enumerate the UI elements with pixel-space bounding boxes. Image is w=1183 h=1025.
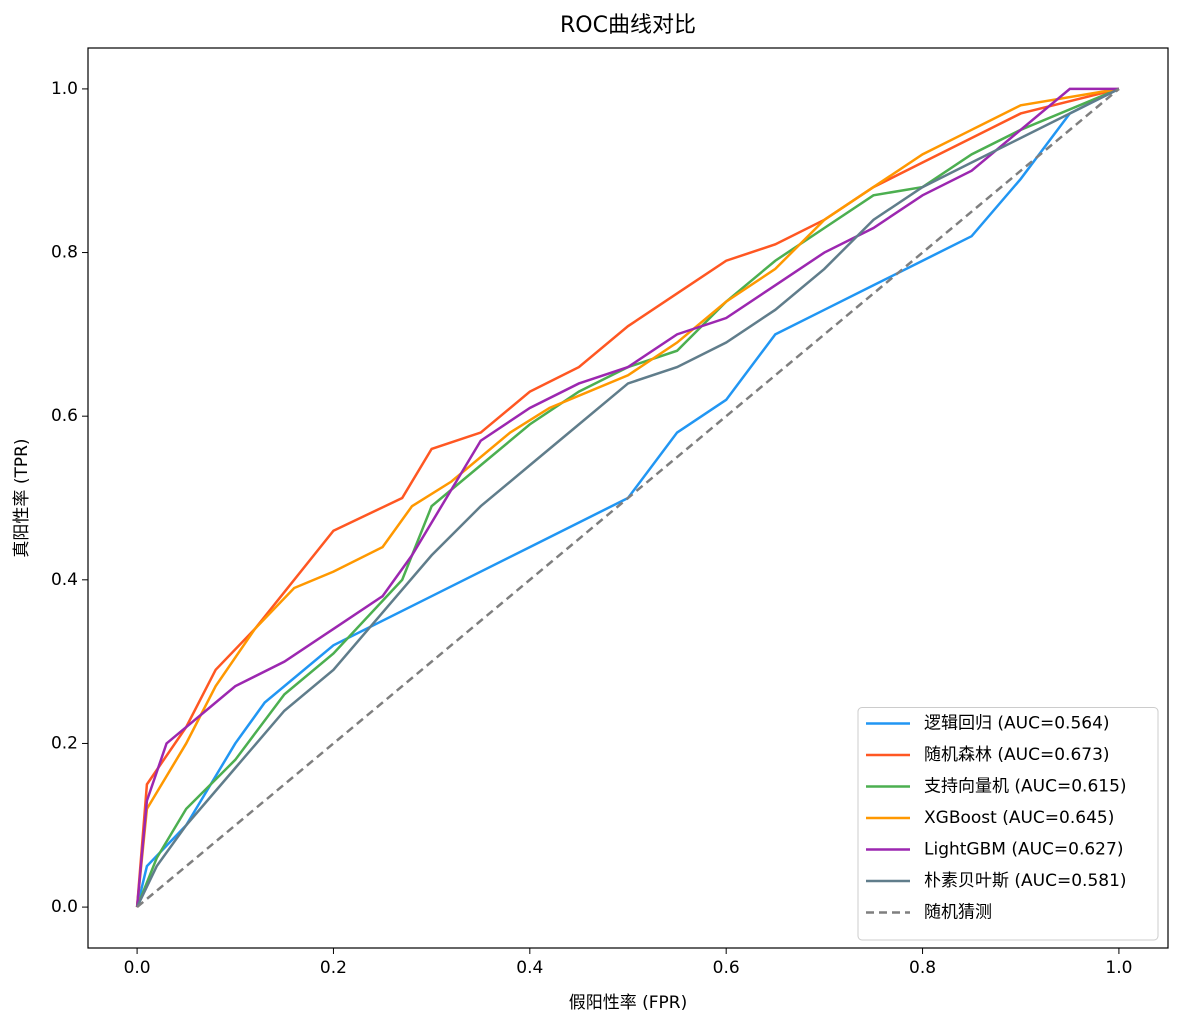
x-tick-label: 1.0 — [1105, 958, 1132, 978]
legend-label: 支持向量机 (AUC=0.615) — [924, 777, 1127, 797]
legend-label: 随机猜测 — [924, 903, 992, 923]
chart-title: ROC曲线对比 — [560, 13, 696, 38]
x-tick-label: 0.8 — [909, 958, 936, 978]
roc-curve — [135, 87, 1119, 908]
plot-frame — [87, 47, 1169, 949]
roc-curve — [136, 87, 1120, 909]
x-tick-label: 0.4 — [516, 958, 543, 978]
roc-curve — [135, 87, 1120, 908]
legend-box — [857, 707, 1159, 941]
legend-label: 朴素贝叶斯 (AUC=0.581) — [924, 871, 1127, 891]
x-tick-label: 0.6 — [713, 958, 740, 978]
y-tick-label: 0.6 — [51, 406, 78, 426]
x-tick-label: 0.2 — [320, 958, 347, 978]
legend-label: LightGBM (AUC=0.627) — [924, 840, 1123, 860]
legend-label: 逻辑回归 (AUC=0.564) — [924, 714, 1110, 734]
legend-label: 随机森林 (AUC=0.673) — [924, 745, 1110, 765]
y-tick-label: 0.8 — [51, 243, 78, 263]
roc-curve — [135, 87, 1120, 908]
legend-label: XGBoost (AUC=0.645) — [924, 808, 1114, 828]
y-tick-label: 0.4 — [51, 570, 78, 590]
y-tick-label: 1.0 — [51, 79, 78, 99]
y-axis-label: 真阳性率 (TPR) — [12, 438, 32, 557]
y-tick-label: 0.0 — [51, 897, 78, 917]
x-tick-label: 0.0 — [124, 958, 151, 978]
roc-curve — [135, 87, 1120, 908]
roc-curve — [135, 87, 1120, 908]
y-tick-label: 0.2 — [51, 733, 78, 753]
roc-curve — [135, 87, 1120, 908]
x-axis-label: 假阳性率 (FPR) — [569, 993, 688, 1013]
